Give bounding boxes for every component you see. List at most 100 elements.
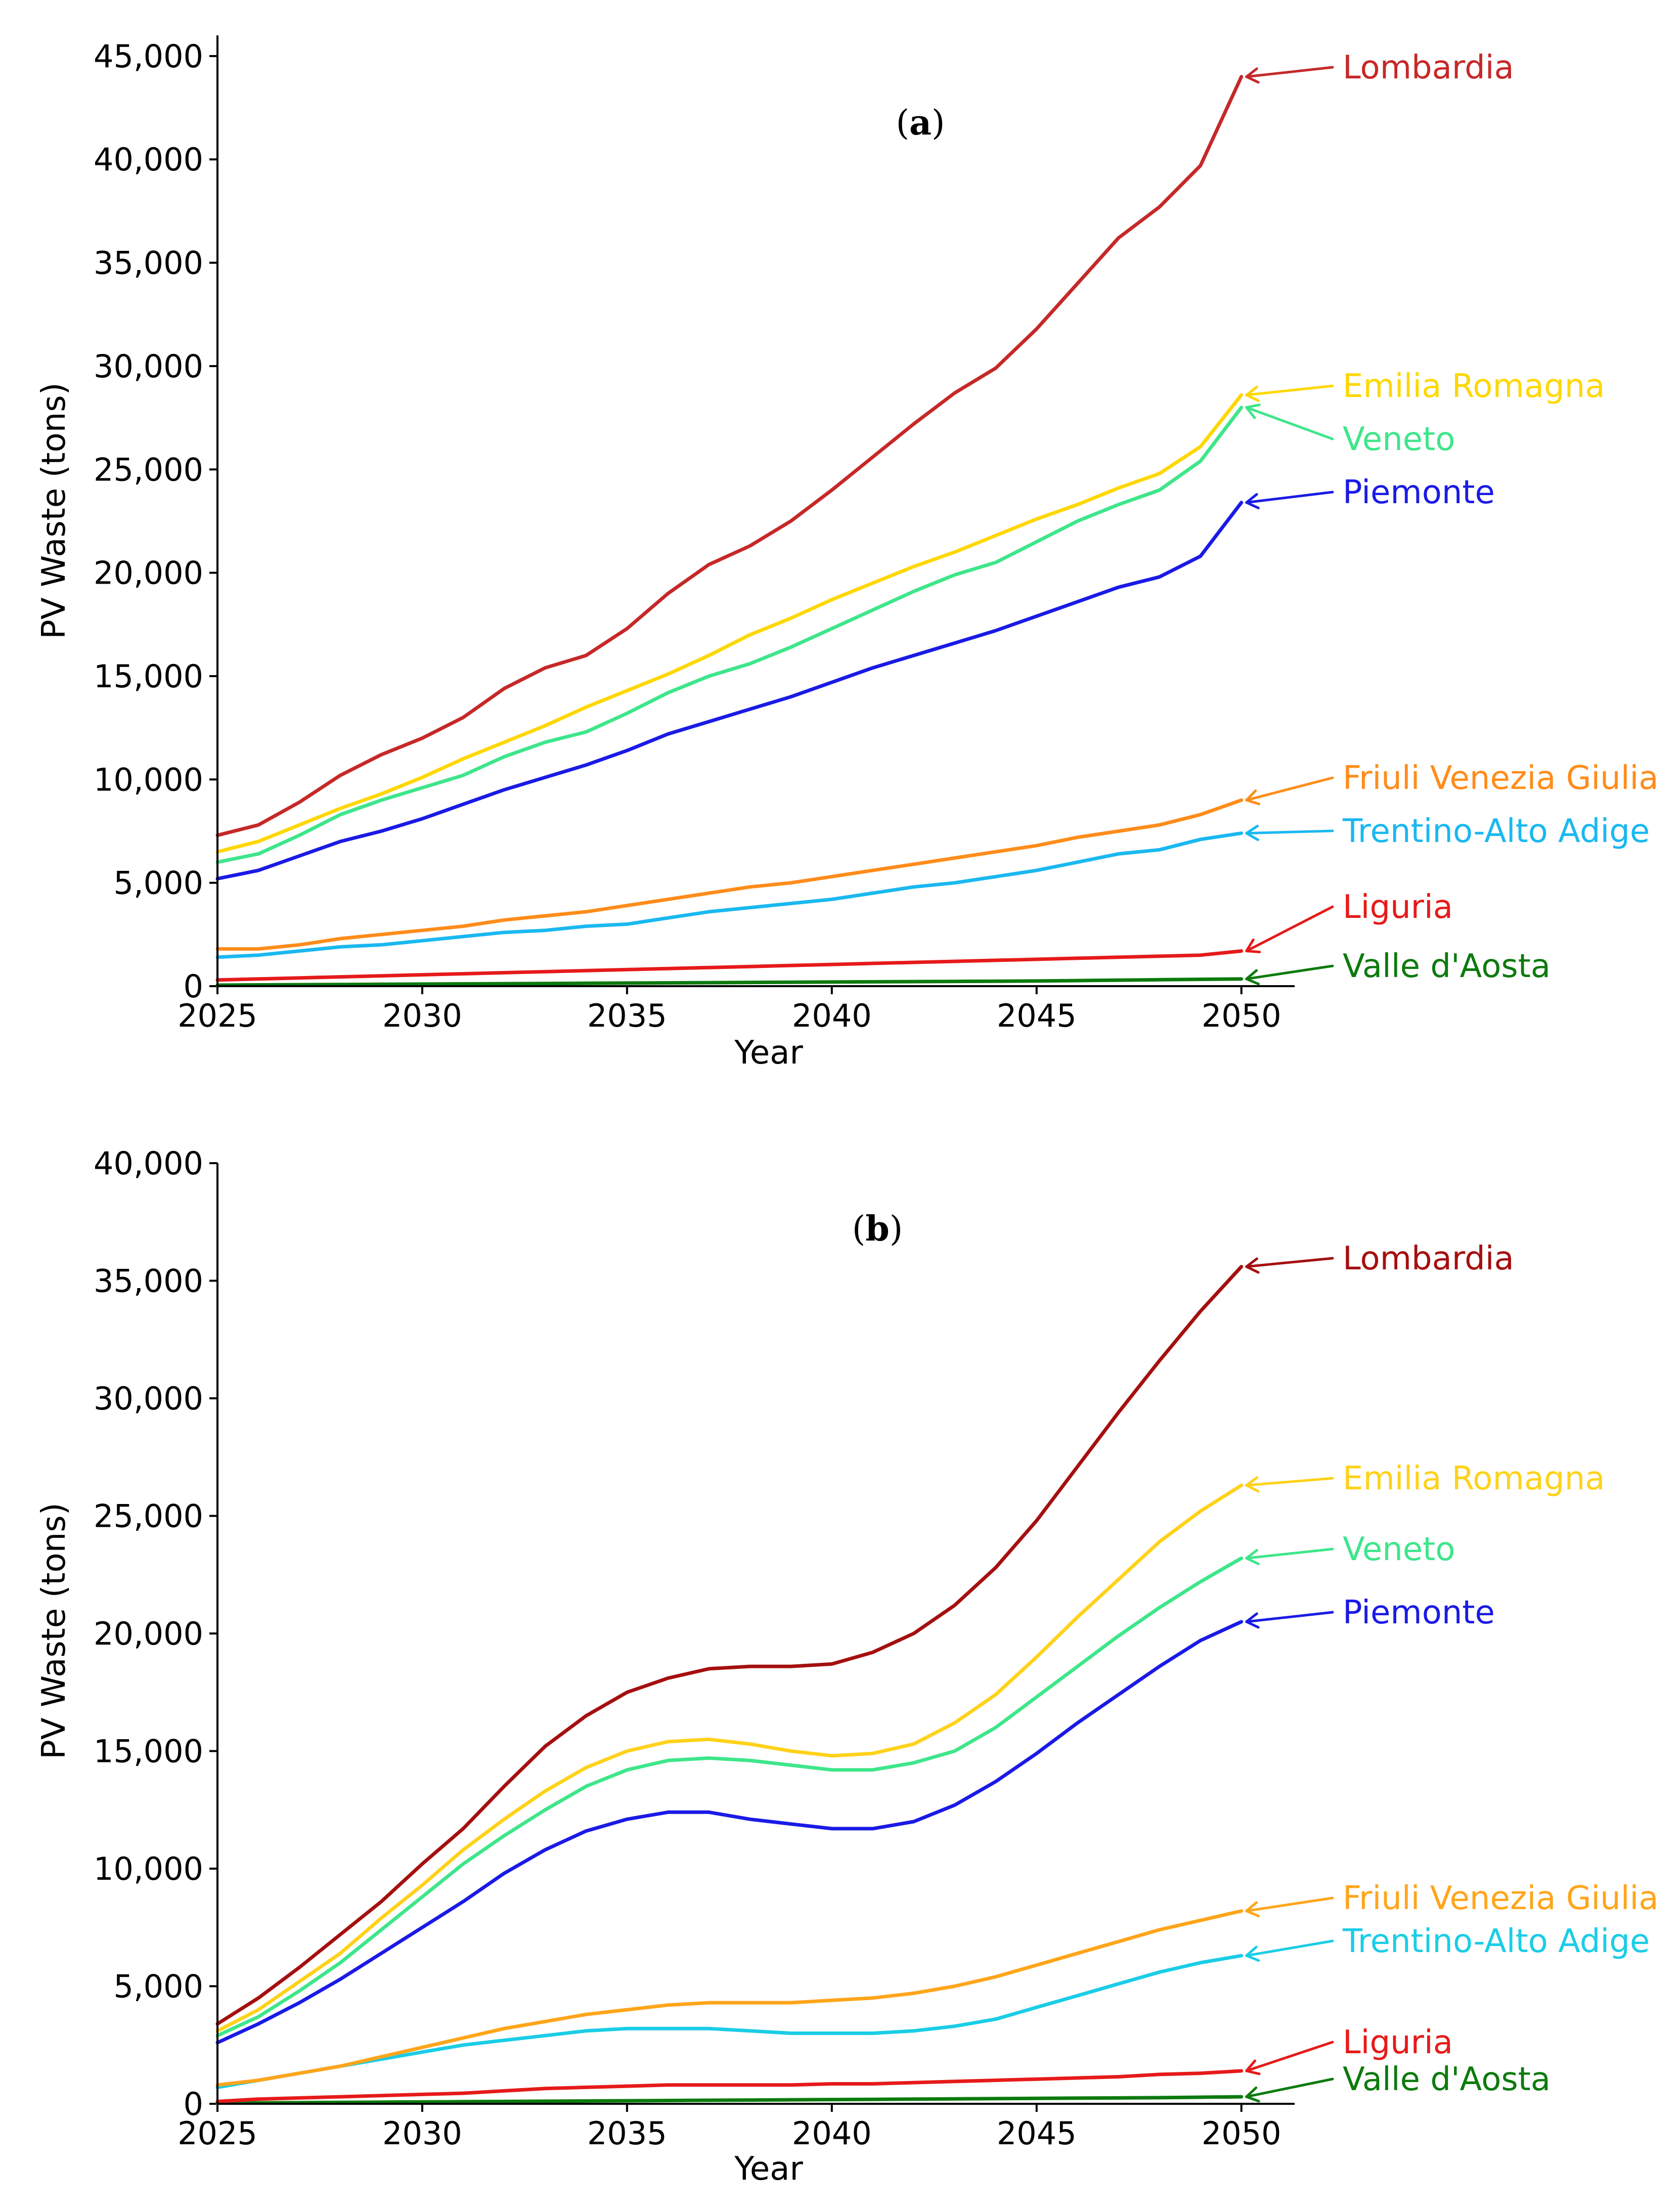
series-annotation-trentino-alto-adige: Trentino-Alto Adige bbox=[1245, 813, 1650, 850]
annotation-arrow-head bbox=[1245, 1257, 1260, 1274]
annotation-arrow-shaft bbox=[1245, 491, 1334, 504]
x-tick-label: 2025 bbox=[178, 997, 257, 1034]
annotation-arrow-shaft bbox=[1245, 964, 1334, 981]
y-tick-label: 0 bbox=[184, 2086, 203, 2123]
series-annotation-lombardia: Lombardia bbox=[1245, 1240, 1514, 1277]
annotation-arrow-head bbox=[1245, 2086, 1260, 2103]
x-tick-label: 2040 bbox=[792, 997, 872, 1034]
y-tick-label: 25,000 bbox=[94, 1498, 203, 1535]
x-tick-label: 2025 bbox=[178, 2115, 257, 2152]
y-tick-label: 5,000 bbox=[114, 865, 204, 902]
y-tick-label: 40,000 bbox=[94, 141, 203, 178]
panel-b-series-labels: Lombardia Emilia Romagna Veneto Piemonte Fri… bbox=[1245, 1240, 1659, 2103]
annotation-arrow-shaft bbox=[1245, 905, 1334, 953]
y-tick-label: 20,000 bbox=[94, 1615, 203, 1652]
x-tick-label: 2050 bbox=[1202, 997, 1281, 1034]
series-label-piemonte: Piemonte bbox=[1343, 474, 1495, 511]
annotation-arrow-shaft bbox=[1245, 406, 1334, 440]
annotation-arrow-head bbox=[1245, 2059, 1261, 2075]
annotation-arrow-shaft bbox=[1245, 1939, 1334, 1957]
annotation-arrow-shaft bbox=[1245, 66, 1334, 78]
y-tick-label: 35,000 bbox=[94, 245, 203, 282]
panel-b-series bbox=[215, 1265, 1244, 2105]
annotation-arrow-shaft bbox=[1245, 776, 1334, 802]
panel-a-x-axis-label: Year bbox=[734, 1034, 803, 1072]
annotation-arrow-head bbox=[1245, 1476, 1260, 1493]
x-tick-label: 2030 bbox=[382, 997, 462, 1034]
y-tick-label: 20,000 bbox=[94, 555, 203, 592]
series-annotation-emilia-romagna: Emilia Romagna bbox=[1245, 368, 1605, 405]
y-tick-label: 10,000 bbox=[94, 761, 203, 798]
series-label-veneto: Veneto bbox=[1343, 1531, 1455, 1568]
y-tick-label: 5,000 bbox=[114, 1968, 204, 2005]
series-line-veneto bbox=[215, 1556, 1244, 2038]
y-tick-label: 30,000 bbox=[94, 1380, 203, 1417]
series-label-lombardia: Lombardia bbox=[1343, 1240, 1514, 1277]
panel-a: (a) 0 5,000 10,000 15,000 20,000 25,000 30,000… bbox=[35, 35, 1659, 1072]
annotation-arrow-shaft bbox=[1245, 2041, 1334, 2072]
y-tick-label: 45,000 bbox=[94, 38, 203, 75]
panel-b-label: (b) bbox=[852, 1209, 903, 1249]
series-label-friuli-venezia-giulia: Friuli Venezia Giulia bbox=[1343, 1880, 1659, 1917]
series-line-lombardia bbox=[215, 75, 1244, 837]
panel-a-y-axis-label: PV Waste (tons) bbox=[35, 382, 73, 639]
annotation-arrow-head bbox=[1245, 1946, 1260, 1962]
series-line-liguria bbox=[215, 949, 1244, 982]
series-line-friuli-venezia-giulia bbox=[215, 1909, 1244, 2087]
series-line-veneto bbox=[215, 406, 1244, 864]
annotation-arrow-head bbox=[1245, 385, 1260, 402]
annotation-arrow-shaft bbox=[1245, 1548, 1334, 1560]
annotation-arrow-head bbox=[1245, 824, 1259, 842]
series-label-piemonte: Piemonte bbox=[1343, 1594, 1495, 1631]
series-annotation-piemonte: Piemonte bbox=[1245, 1594, 1495, 1631]
y-tick-label: 15,000 bbox=[94, 658, 203, 695]
series-annotation-liguria: Liguria bbox=[1245, 2024, 1453, 2075]
series-label-valle-d-aosta: Valle d'Aosta bbox=[1343, 948, 1551, 985]
annotation-arrow-shaft bbox=[1245, 1477, 1334, 1487]
y-tick-label: 30,000 bbox=[94, 348, 203, 385]
annotation-arrow-head bbox=[1245, 493, 1260, 509]
x-tick-label: 2040 bbox=[792, 2115, 872, 2152]
y-tick-label: 40,000 bbox=[94, 1145, 203, 1182]
series-label-trentino-alto-adige: Trentino-Alto Adige bbox=[1342, 1923, 1650, 1960]
series-label-friuli-venezia-giulia: Friuli Venezia Giulia bbox=[1343, 760, 1659, 797]
series-annotation-veneto: Veneto bbox=[1245, 404, 1455, 458]
x-tick-label: 2030 bbox=[382, 2115, 462, 2152]
annotation-arrow-head bbox=[1245, 789, 1261, 806]
series-line-lombardia bbox=[215, 1265, 1244, 2026]
panel-a-series bbox=[215, 75, 1244, 987]
series-annotation-liguria: Liguria bbox=[1245, 889, 1453, 953]
series-line-piemonte bbox=[215, 1620, 1244, 2045]
y-tick-label: 0 bbox=[184, 968, 203, 1005]
annotation-arrow-shaft bbox=[1245, 829, 1334, 835]
x-tick-label: 2035 bbox=[587, 997, 667, 1034]
series-label-liguria: Liguria bbox=[1343, 889, 1453, 926]
series-annotation-friuli-venezia-giulia: Friuli Venezia Giulia bbox=[1245, 760, 1659, 806]
series-annotation-emilia-romagna: Emilia Romagna bbox=[1245, 1460, 1605, 1497]
annotation-arrow-head bbox=[1245, 938, 1261, 953]
series-label-liguria: Liguria bbox=[1343, 2024, 1453, 2061]
series-label-trentino-alto-adige: Trentino-Alto Adige bbox=[1342, 813, 1650, 850]
annotation-arrow-shaft bbox=[1245, 1611, 1334, 1623]
series-line-emilia-romagna bbox=[215, 393, 1244, 854]
panel-a-x-ticks: 2025 2030 2035 2040 2045 2050 bbox=[178, 986, 1281, 1034]
annotation-arrow-head bbox=[1245, 1901, 1260, 1918]
panel-b-x-ticks: 2025 2030 2035 2040 2045 2050 bbox=[178, 2104, 1281, 2152]
annotation-arrow-head bbox=[1245, 969, 1260, 986]
annotation-arrow-head bbox=[1245, 67, 1260, 84]
series-annotation-piemonte: Piemonte bbox=[1245, 474, 1495, 511]
y-tick-label: 35,000 bbox=[94, 1263, 203, 1300]
x-tick-label: 2045 bbox=[997, 2115, 1077, 2152]
y-tick-label: 15,000 bbox=[94, 1733, 203, 1770]
series-line-trentino-alto-adige bbox=[215, 831, 1244, 959]
y-tick-label: 25,000 bbox=[94, 451, 203, 488]
annotation-arrow-head bbox=[1245, 404, 1261, 419]
panel-b-x-axis-label: Year bbox=[734, 2150, 803, 2188]
panel-a-label: (a) bbox=[896, 103, 945, 143]
series-line-friuli-venezia-giulia bbox=[215, 798, 1244, 951]
series-annotation-valle-d-aosta: Valle d'Aosta bbox=[1245, 2061, 1551, 2103]
series-label-emilia-romagna: Emilia Romagna bbox=[1343, 1460, 1605, 1497]
x-tick-label: 2035 bbox=[587, 2115, 667, 2152]
panel-a-series-labels: Lombardia Emilia Romagna Veneto Piemonte Fri… bbox=[1245, 49, 1659, 986]
